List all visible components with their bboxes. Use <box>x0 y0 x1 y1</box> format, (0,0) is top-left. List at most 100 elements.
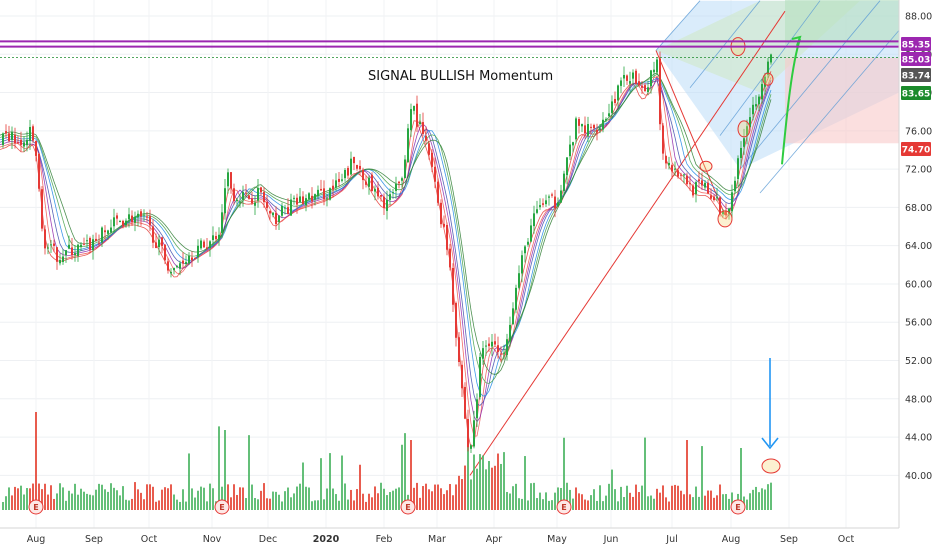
volume-bar <box>536 498 538 510</box>
candle-body <box>110 227 112 233</box>
volume-bar <box>260 490 262 510</box>
volume-bar <box>593 489 595 510</box>
volume-bar <box>431 491 433 510</box>
candle-body <box>23 142 25 147</box>
volume-bar <box>770 482 772 510</box>
volume-bar <box>719 484 721 510</box>
candle-body <box>662 125 664 154</box>
candle-body <box>365 181 367 185</box>
candle-body <box>194 258 196 260</box>
candle-body <box>128 214 130 220</box>
candle-body <box>659 58 661 125</box>
price-badge-label: 85.03 <box>902 56 930 66</box>
volume-bar <box>197 490 199 510</box>
volume-bar <box>419 497 421 510</box>
candle-body <box>362 169 364 181</box>
candle-body <box>329 188 331 200</box>
volume-bar <box>209 483 211 510</box>
volume-bar <box>641 485 643 510</box>
volume-bar <box>470 479 472 510</box>
candle-body <box>488 343 490 347</box>
candle-body <box>713 196 715 201</box>
volume-bar <box>95 489 97 510</box>
candle-body <box>635 70 637 84</box>
candle-body <box>737 158 739 179</box>
volume-bar <box>167 488 169 510</box>
candle-body <box>674 168 676 170</box>
candle-body <box>413 105 415 111</box>
candle-body <box>32 126 34 141</box>
candle-body <box>467 418 469 448</box>
volume-bar <box>35 412 37 510</box>
y-tick-label: 64.00 <box>905 241 932 252</box>
volume-bar <box>317 500 319 510</box>
candle-body <box>464 386 466 419</box>
candle-body <box>263 192 265 203</box>
volume-bar <box>86 493 88 510</box>
volume-bar <box>692 497 694 510</box>
candle-body <box>512 308 514 325</box>
volume-bar <box>164 487 166 510</box>
volume-bar <box>146 484 148 510</box>
candle-body <box>491 341 493 347</box>
candle-body <box>560 190 562 203</box>
candle-body <box>113 217 115 227</box>
volume-bar <box>125 499 127 510</box>
candle-body <box>332 185 334 190</box>
candle-body <box>707 182 709 194</box>
y-tick-label: 40.00 <box>905 471 932 482</box>
volume-bar <box>722 494 724 510</box>
candle-body <box>653 69 655 73</box>
x-tick-label: Sep <box>780 534 798 545</box>
volume-bar <box>656 488 658 510</box>
candle-body <box>473 420 475 447</box>
volume-bar <box>587 500 589 510</box>
candle-body <box>443 223 445 227</box>
volume-bar <box>635 484 637 510</box>
candle-body <box>404 159 406 179</box>
volume-bar <box>266 498 268 510</box>
volume-bar <box>368 493 370 510</box>
candle-body <box>74 253 76 256</box>
volume-bar <box>674 484 676 510</box>
volume-bar <box>14 486 16 510</box>
candle-body <box>767 61 769 75</box>
earnings-marker-label: E <box>735 503 740 512</box>
candle-body <box>602 119 604 130</box>
x-tick-label: Oct <box>141 534 158 545</box>
volume-bar <box>521 498 523 510</box>
volume-bar <box>110 483 112 510</box>
candle-body <box>605 118 607 121</box>
candle-body <box>308 193 310 199</box>
volume-bar <box>62 487 64 510</box>
highlight-circle <box>762 72 774 86</box>
volume-bar <box>551 500 553 510</box>
volume-bar <box>119 495 121 510</box>
candle-body <box>629 81 631 84</box>
highlight-circle <box>761 458 781 474</box>
volume-bar <box>170 484 172 510</box>
ma-ribbon <box>0 73 772 384</box>
candle-body <box>212 235 214 241</box>
volume-bar <box>662 485 664 510</box>
volume-bar <box>443 494 445 510</box>
volume-bar <box>452 495 454 510</box>
volume-bar <box>356 489 358 510</box>
candle-body <box>203 241 205 248</box>
volume-bar <box>668 501 670 510</box>
earnings-marker-label: E <box>219 503 224 512</box>
volume-bar <box>746 499 748 510</box>
target-zone <box>785 0 899 45</box>
time-scale[interactable] <box>0 528 899 550</box>
x-axis: Aug Sep Oct Nov Dec 2020 Feb Mar Apr May Jun Jul Aug… <box>27 534 855 545</box>
volume-bar <box>29 488 31 510</box>
x-tick-label: 2020 <box>313 534 340 545</box>
volume-bar <box>140 492 142 510</box>
candle-body <box>170 271 172 274</box>
volume-bar <box>473 454 475 510</box>
candle-layer <box>2 51 772 453</box>
volume-bar <box>665 497 667 510</box>
candle-body <box>572 142 574 146</box>
